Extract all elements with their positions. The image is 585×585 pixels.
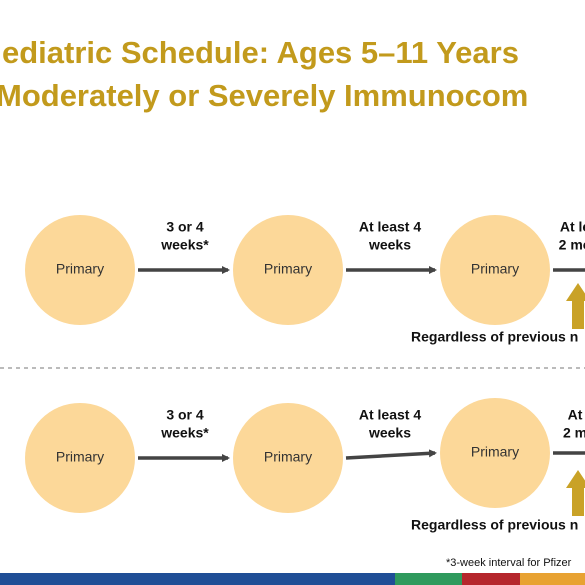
interval-label: weeks	[368, 237, 411, 253]
node-label: Primary	[56, 449, 104, 465]
node	[440, 398, 550, 508]
node	[233, 215, 343, 325]
bar-segment	[0, 573, 395, 585]
footnote: *3-week interval for Pfizer	[446, 557, 572, 569]
node-label: Primary	[471, 261, 519, 277]
interval-label: 2 m	[563, 425, 585, 441]
node	[440, 215, 550, 325]
node	[25, 403, 135, 513]
up-arrow	[566, 470, 585, 516]
interval-label: At le	[560, 219, 585, 235]
bar-segment	[395, 573, 462, 585]
note: Regardless of previous n	[411, 329, 578, 345]
rows: Primary Primary Primary 3 or 4 weeks* At leas…	[25, 215, 585, 533]
interval-label: 3 or 4	[166, 219, 204, 235]
node-label: Primary	[264, 261, 312, 277]
bar-segment	[520, 573, 585, 585]
node-label: Primary	[471, 444, 519, 460]
interval-label: weeks	[368, 425, 411, 441]
interval-label: At least 4	[359, 219, 421, 235]
up-arrow	[566, 283, 585, 329]
title-line: ediatric Schedule: Ages 5–11 Years	[2, 35, 519, 70]
interval-label: At	[568, 407, 583, 423]
interval-label: weeks*	[160, 237, 209, 253]
interval-label: 2 mo	[559, 237, 585, 253]
node	[233, 403, 343, 513]
interval-label: At least 4	[359, 407, 421, 423]
bar-segment	[462, 573, 520, 585]
arrow	[345, 449, 437, 460]
interval-label: 3 or 4	[166, 407, 204, 423]
note: Regardless of previous n	[411, 517, 578, 533]
node-label: Primary	[56, 261, 104, 277]
interval-label: weeks*	[160, 425, 209, 441]
title-line: Moderately or Severely Immunocom	[0, 78, 528, 113]
node	[25, 215, 135, 325]
node-label: Primary	[264, 449, 312, 465]
